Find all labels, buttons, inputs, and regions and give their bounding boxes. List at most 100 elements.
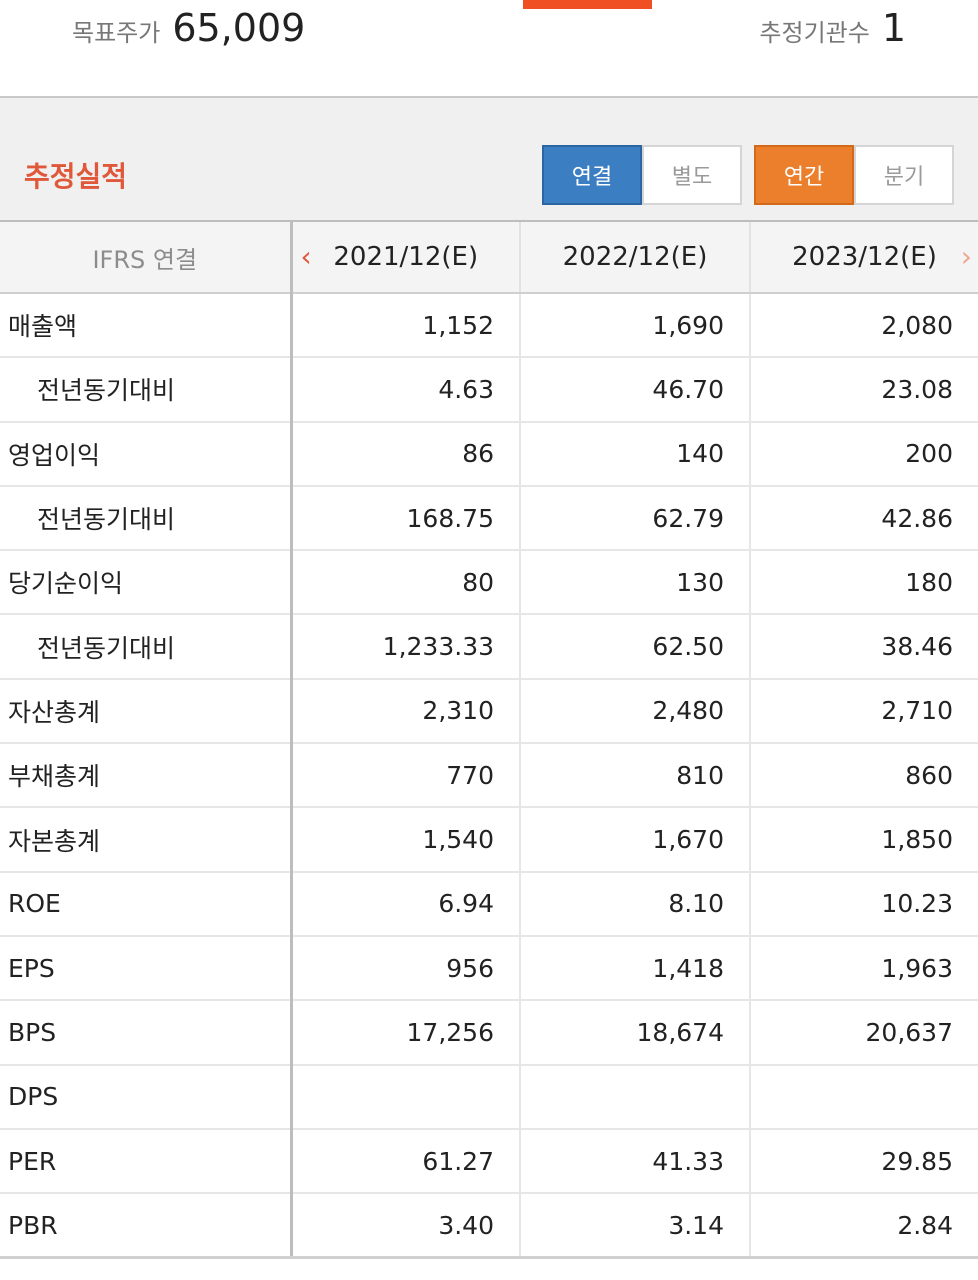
cell-value: 770 — [289, 743, 520, 809]
cell-value: 140 — [519, 421, 750, 487]
cell-value: 18,674 — [519, 1000, 750, 1066]
cell-value: 2,480 — [519, 678, 750, 745]
column-header-3-text: 2023/12(E) — [792, 242, 937, 272]
table-row: EPS 956 1,418 1,963 — [0, 935, 978, 1002]
estimates-table: IFRS 연결 ‹ 2021/12(E) 2022/12(E) 2023/12(… — [0, 220, 978, 1259]
column-header-2-text: 2022/12(E) — [562, 242, 708, 272]
cell-value: 168.75 — [289, 485, 520, 552]
row-label: ROE — [0, 871, 291, 937]
cell-value: 17,256 — [289, 1000, 520, 1066]
target-price-label: 목표주가 — [72, 19, 161, 47]
row-label: EPS — [0, 935, 291, 1002]
row-label: PER — [0, 1128, 291, 1195]
table-row: 영업이익 86 140 200 — [0, 421, 978, 487]
cell-value: 2,310 — [289, 678, 520, 745]
cell-value: 10.23 — [749, 871, 978, 937]
cell-value: 1,418 — [519, 935, 750, 1002]
cell-value: 130 — [519, 550, 750, 616]
cell-value: 2,080 — [749, 293, 978, 359]
cell-value: 1,540 — [289, 807, 520, 873]
table-row: PER 61.27 41.33 29.85 — [0, 1128, 978, 1195]
row-label: 전년동기대비 — [0, 357, 291, 423]
estimates-table-wrap: IFRS 연결 ‹ 2021/12(E) 2022/12(E) 2023/12(… — [0, 220, 978, 1259]
row-label: 자산총계 — [0, 678, 291, 745]
basis-separate-button[interactable]: 별도 — [642, 145, 742, 205]
table-row: 자본총계 1,540 1,670 1,850 — [0, 807, 978, 873]
table-row: 매출액 1,152 1,690 2,080 — [0, 293, 978, 359]
institutions-block: 추정기관수 1 — [759, 6, 906, 50]
cell-value: 86 — [289, 421, 520, 487]
row-label: 부채총계 — [0, 743, 291, 809]
cell-value: 1,850 — [749, 807, 978, 873]
section-title: 추정실적 — [24, 160, 128, 193]
active-tab-indicator — [523, 0, 652, 9]
table-row: 자산총계 2,310 2,480 2,710 — [0, 678, 978, 745]
period-annual-button[interactable]: 연간 — [754, 145, 854, 205]
cell-value: 956 — [289, 935, 520, 1002]
column-header-1-text: 2021/12(E) — [333, 242, 479, 272]
cell-value: 1,690 — [519, 293, 750, 359]
column-header-1: ‹ 2021/12(E) — [289, 220, 520, 294]
cell-value: 3.14 — [519, 1193, 750, 1259]
table-row: DPS — [0, 1064, 978, 1130]
cell-value: 860 — [749, 743, 978, 809]
period-quarter-button[interactable]: 분기 — [854, 145, 954, 205]
cell-value: 41.33 — [519, 1128, 750, 1195]
cell-value: 38.46 — [749, 614, 978, 680]
basis-toggle: 연결 별도 — [542, 145, 742, 205]
column-header-3: 2023/12(E) › — [749, 220, 978, 294]
cell-value: 2.84 — [749, 1193, 978, 1259]
cell-value: 2,710 — [749, 678, 978, 745]
cell-value: 1,963 — [749, 935, 978, 1002]
cell-value — [289, 1064, 520, 1130]
row-label: 자본총계 — [0, 807, 291, 873]
row-label: PBR — [0, 1193, 291, 1259]
table-row: 부채총계 770 810 860 — [0, 743, 978, 809]
cell-value — [749, 1064, 978, 1130]
row-label: BPS — [0, 1000, 291, 1066]
table-row: 전년동기대비 4.63 46.70 23.08 — [0, 357, 978, 423]
target-price-block: 목표주가 65,009 — [72, 6, 305, 50]
table-row: 전년동기대비 1,233.33 62.50 38.46 — [0, 614, 978, 680]
cell-value: 810 — [519, 743, 750, 809]
row-label: 전년동기대비 — [0, 614, 291, 680]
table-row: PBR 3.40 3.14 2.84 — [0, 1193, 978, 1259]
cell-value: 180 — [749, 550, 978, 616]
institutions-value: 1 — [881, 6, 906, 50]
chevron-right-icon[interactable]: › — [960, 240, 972, 273]
cell-value: 3.40 — [289, 1193, 520, 1259]
period-toggle: 연간 분기 — [754, 145, 954, 205]
cell-value: 80 — [289, 550, 520, 616]
row-label: 매출액 — [0, 293, 291, 359]
cell-value: 1,670 — [519, 807, 750, 873]
cell-value: 42.86 — [749, 485, 978, 552]
header-label: IFRS 연결 — [0, 220, 291, 294]
row-label: DPS — [0, 1064, 291, 1130]
cell-value: 61.27 — [289, 1128, 520, 1195]
cell-value: 6.94 — [289, 871, 520, 937]
row-label: 영업이익 — [0, 421, 291, 487]
cell-value: 1,152 — [289, 293, 520, 359]
summary-card: 목표주가 65,009 추정기관수 1 — [0, 0, 978, 98]
table-header-row: IFRS 연결 ‹ 2021/12(E) 2022/12(E) 2023/12(… — [0, 220, 978, 294]
row-label: 당기순이익 — [0, 550, 291, 616]
column-header-2: 2022/12(E) — [519, 220, 750, 294]
cell-value: 20,637 — [749, 1000, 978, 1066]
institutions-label: 추정기관수 — [759, 19, 870, 47]
cell-value: 1,233.33 — [289, 614, 520, 680]
table-row: 당기순이익 80 130 180 — [0, 550, 978, 616]
cell-value: 62.79 — [519, 485, 750, 552]
table-row: ROE 6.94 8.10 10.23 — [0, 871, 978, 937]
cell-value: 200 — [749, 421, 978, 487]
chevron-left-icon[interactable]: ‹ — [300, 240, 312, 273]
row-label: 전년동기대비 — [0, 485, 291, 552]
cell-value: 23.08 — [749, 357, 978, 423]
cell-value: 4.63 — [289, 357, 520, 423]
table-body: 매출액 1,152 1,690 2,080 전년동기대비 4.63 46.70 23.08 영업… — [0, 293, 978, 1259]
table-row: BPS 17,256 18,674 20,637 — [0, 1000, 978, 1066]
cell-value: 29.85 — [749, 1128, 978, 1195]
cell-value: 46.70 — [519, 357, 750, 423]
cell-value — [519, 1064, 750, 1130]
cell-value: 8.10 — [519, 871, 750, 937]
basis-consolidated-button[interactable]: 연결 — [542, 145, 642, 205]
